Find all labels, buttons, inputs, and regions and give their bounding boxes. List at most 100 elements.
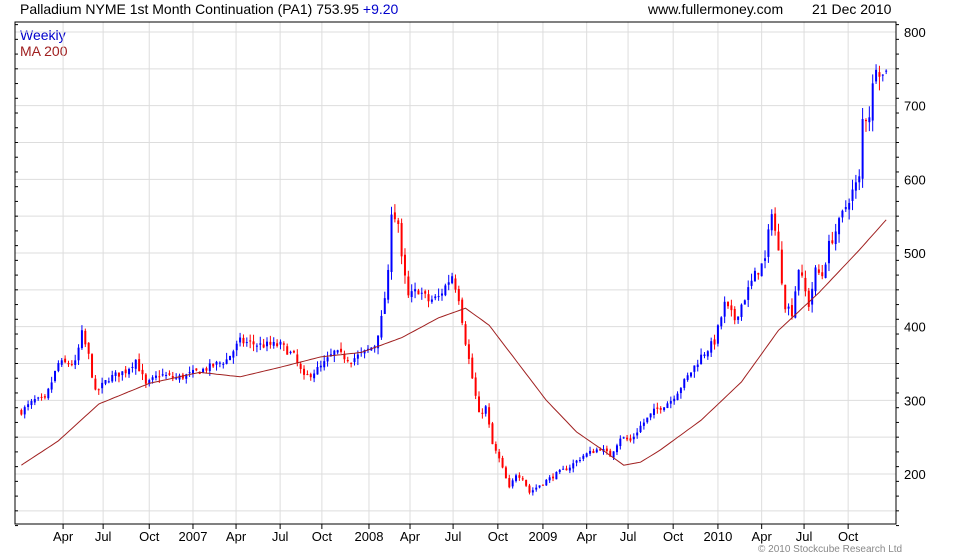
- y-tick-label: 500: [904, 246, 926, 261]
- candle-body: [87, 342, 90, 354]
- candle-body: [720, 317, 723, 327]
- candle-body: [104, 380, 107, 384]
- candle-body: [636, 432, 639, 436]
- candle-body: [817, 269, 820, 273]
- candle-body: [40, 396, 43, 398]
- candle-body: [552, 476, 555, 479]
- candle-body: [457, 288, 460, 302]
- candle-body: [831, 240, 834, 244]
- legend-weekly: Weekly: [20, 27, 66, 43]
- candle-body: [279, 341, 282, 345]
- candle-body: [807, 290, 810, 307]
- candle-body: [377, 335, 380, 349]
- candle-body: [848, 203, 851, 210]
- candle-body: [134, 359, 137, 369]
- candle-body: [652, 408, 655, 415]
- candle-body: [181, 374, 184, 379]
- candle-body: [80, 330, 83, 349]
- y-tick-label: 400: [904, 320, 926, 335]
- candle-body: [545, 479, 548, 486]
- candle-body: [703, 354, 706, 357]
- candle-body: [541, 484, 544, 486]
- candle-body: [400, 223, 403, 257]
- candle-body: [599, 449, 602, 451]
- candle-body: [272, 341, 275, 346]
- candle-body: [679, 388, 682, 394]
- candle-body: [861, 119, 864, 179]
- candle-body: [350, 362, 353, 364]
- candle-body: [814, 267, 817, 292]
- candle-body: [440, 293, 443, 296]
- candle-body: [171, 375, 174, 378]
- candle-body: [585, 453, 588, 457]
- candle-body: [424, 291, 427, 294]
- candle-body: [673, 398, 676, 402]
- candle-body: [222, 363, 225, 365]
- candle-body: [794, 291, 797, 318]
- y-tick-label: 600: [904, 172, 926, 187]
- candle-body: [669, 401, 672, 404]
- candle-body: [346, 359, 349, 362]
- candle-body: [854, 182, 857, 191]
- candle-body: [871, 83, 874, 121]
- candle-body: [397, 220, 400, 225]
- candle-body: [77, 347, 80, 361]
- candle-body: [528, 485, 531, 493]
- candle-body: [730, 305, 733, 311]
- candle-body: [303, 368, 306, 375]
- candle-body: [743, 300, 746, 305]
- candle-body: [141, 369, 144, 375]
- candle-body: [178, 375, 181, 380]
- candle-body: [235, 343, 238, 351]
- candle-body: [316, 367, 319, 375]
- candle-body: [535, 487, 538, 490]
- candle-body: [737, 316, 740, 320]
- candle-body: [353, 358, 356, 363]
- candle-body: [666, 403, 669, 409]
- candle-body: [609, 450, 612, 457]
- candle-body: [138, 359, 141, 372]
- copyright: © 2010 Stockcube Research Ltd: [758, 544, 903, 555]
- candle-body: [760, 263, 763, 277]
- candle-body: [622, 437, 625, 439]
- title-text: Palladium NYME 1st Month Continuation (P…: [20, 1, 360, 17]
- x-tick-label: 2007: [179, 529, 208, 544]
- candle-body: [592, 450, 595, 454]
- x-tick-label: 2009: [528, 529, 557, 544]
- candle-body: [467, 344, 470, 359]
- candle-body: [262, 344, 265, 348]
- candle-body: [521, 478, 524, 480]
- candle-body: [801, 272, 804, 276]
- candle-body: [329, 354, 332, 356]
- candle-body: [531, 490, 534, 493]
- candle-body: [716, 325, 719, 344]
- candle-body: [649, 413, 652, 418]
- candle-body: [885, 70, 888, 72]
- candle-body: [269, 341, 272, 345]
- candle-body: [259, 343, 262, 345]
- candle-body: [242, 337, 245, 344]
- site-link[interactable]: www.fullermoney.com: [648, 1, 784, 17]
- candle-body: [764, 258, 767, 261]
- x-tick-label: Apr: [53, 529, 74, 544]
- candle-body: [639, 425, 642, 433]
- candle-body: [481, 412, 484, 414]
- plot-frame: [14, 21, 897, 525]
- x-tick-label: Apr: [400, 529, 421, 544]
- candle-body: [562, 468, 565, 470]
- candle-body: [292, 351, 295, 353]
- candle-body: [582, 455, 585, 459]
- candle-body: [777, 231, 780, 251]
- candle-body: [747, 287, 750, 300]
- candle-body: [767, 229, 770, 257]
- candle-body: [878, 72, 881, 77]
- candle-body: [188, 372, 191, 374]
- candle-body: [198, 371, 201, 375]
- candle-body: [37, 397, 40, 399]
- candle-body: [811, 288, 814, 305]
- candle-body: [97, 389, 100, 391]
- candle-body: [91, 354, 94, 378]
- candle-body: [656, 407, 659, 409]
- candle-body: [390, 214, 393, 272]
- candle-body: [548, 477, 551, 481]
